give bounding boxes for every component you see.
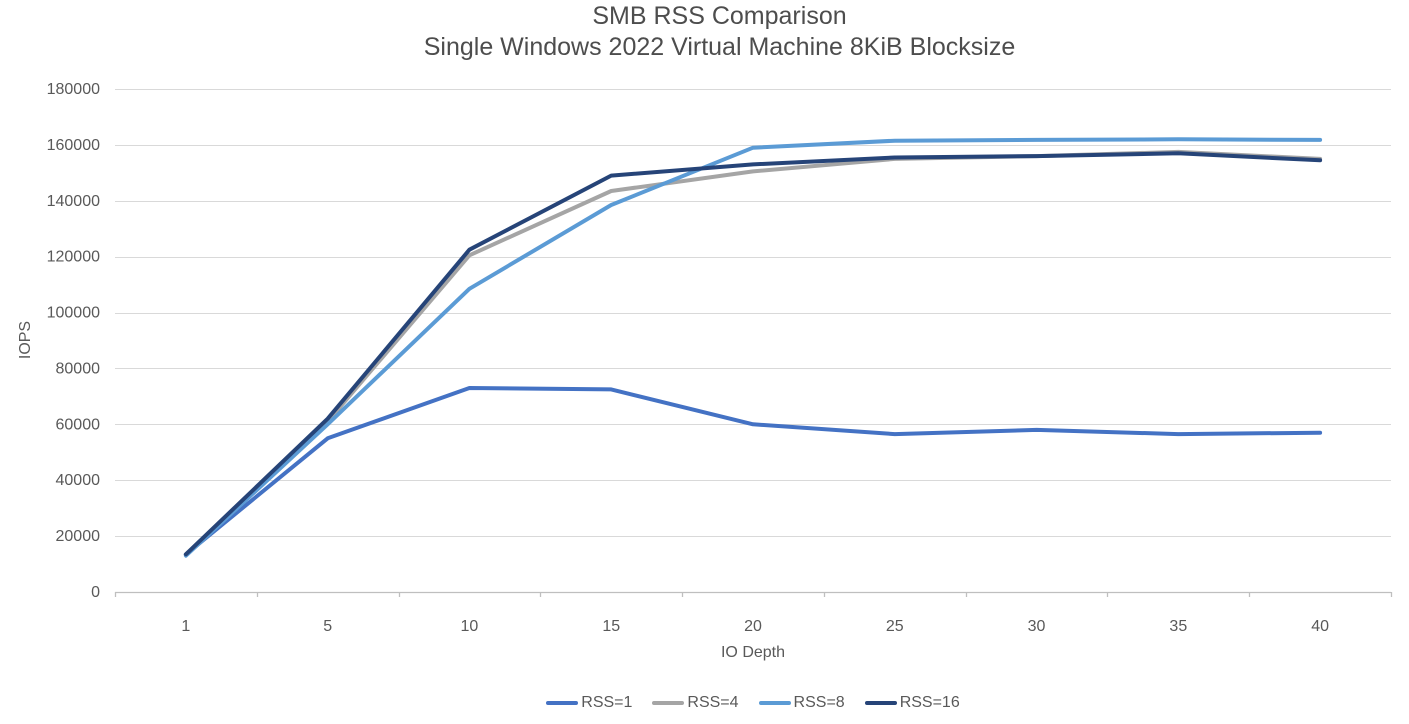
series-line-rss-4 [183,149,1323,557]
y-tick-label: 100000 [47,305,100,322]
x-tick-label: 5 [323,618,332,635]
x-tick-label: 20 [744,618,762,635]
legend-label-rss-8: RSS=8 [793,694,845,711]
legend-swatch-rss-4 [652,701,685,705]
legend-swatch-rss-8 [758,701,791,705]
y-tick-label: 120000 [47,249,100,266]
y-tick-label: 40000 [56,472,101,489]
legend-label-rss-16: RSS=16 [899,694,960,711]
chart-title-line1: SMB RSS Comparison [592,2,847,30]
legend-label-rss-4: RSS=4 [687,694,739,711]
x-tick-label: 15 [602,618,620,635]
y-tick-label: 20000 [56,528,101,545]
x-tick-label: 35 [1169,618,1187,635]
y-tick-label: 0 [91,584,100,601]
series-line-rss-8 [183,137,1323,558]
series-line-rss-16 [183,151,1323,557]
x-tick-label: 30 [1028,618,1046,635]
y-axis-title: IOPS [17,320,34,360]
y-tick-label: 140000 [47,193,100,210]
y-tick-label: 80000 [56,360,101,377]
y-tick-label: 160000 [47,137,100,154]
legend-item-rss-1: RSS=1 [546,694,632,712]
x-tick-label: 1 [181,618,190,635]
legend: RSS=1 RSS=4 RSS=8 RSS=16 [115,693,1391,713]
x-tick-label: 25 [886,618,904,635]
legend-item-rss-8: RSS=8 [758,694,845,712]
x-tick-label: 10 [461,618,479,635]
legend-item-rss-4: RSS=4 [652,694,739,712]
legend-item-rss-16: RSS=16 [864,694,960,712]
series-line-rss-1 [183,386,1323,557]
x-tick-label: 40 [1311,618,1329,635]
legend-swatch-rss-1 [546,701,579,705]
y-tick-label: 60000 [56,416,101,433]
x-axis-title: IO Depth [720,644,786,661]
chart-title: SMB RSS Comparison Single Windows 2022 V… [30,1,1409,63]
legend-swatch-rss-16 [864,701,897,705]
y-tick-label: 180000 [47,81,100,98]
legend-label-rss-1: RSS=1 [581,694,633,711]
chart-title-line2: Single Windows 2022 Virtual Machine 8KiB… [423,33,1016,61]
